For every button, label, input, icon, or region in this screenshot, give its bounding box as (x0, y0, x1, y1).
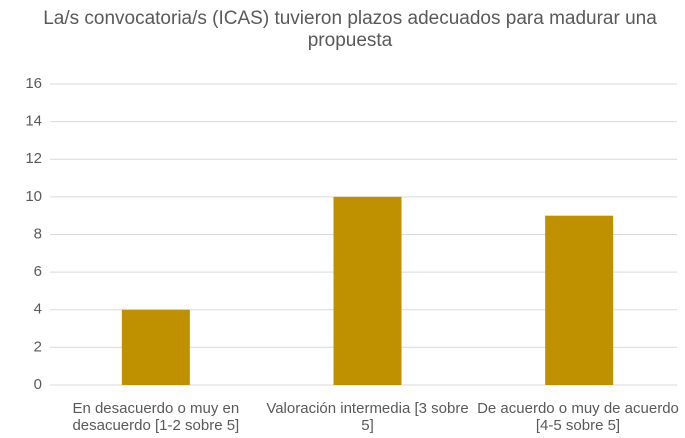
y-tick-label: 0 (34, 376, 42, 393)
bar (545, 215, 614, 385)
x-tick-label: En desacuerdo o muy en desacuerdo [1-2 s… (72, 400, 240, 434)
x-tick-label: Valoración intermedia [3 sobre 5] (266, 400, 469, 434)
y-tick-label: 8 (34, 225, 42, 242)
x-tick-label: De acuerdo o muy de acuerdo [4-5 sobre 5… (477, 400, 679, 434)
y-tick-label: 12 (25, 150, 42, 167)
y-tick-label: 6 (34, 263, 42, 280)
y-tick-label: 14 (25, 113, 42, 130)
bar (333, 196, 402, 385)
y-tick-label: 10 (25, 188, 42, 205)
chart-title: La/s convocatoria/s (ICAS) tuvieron plaz… (43, 8, 657, 51)
y-tick-label: 4 (34, 301, 42, 318)
y-tick-label: 16 (25, 75, 42, 92)
y-tick-label: 2 (34, 338, 42, 355)
bar (121, 309, 190, 385)
